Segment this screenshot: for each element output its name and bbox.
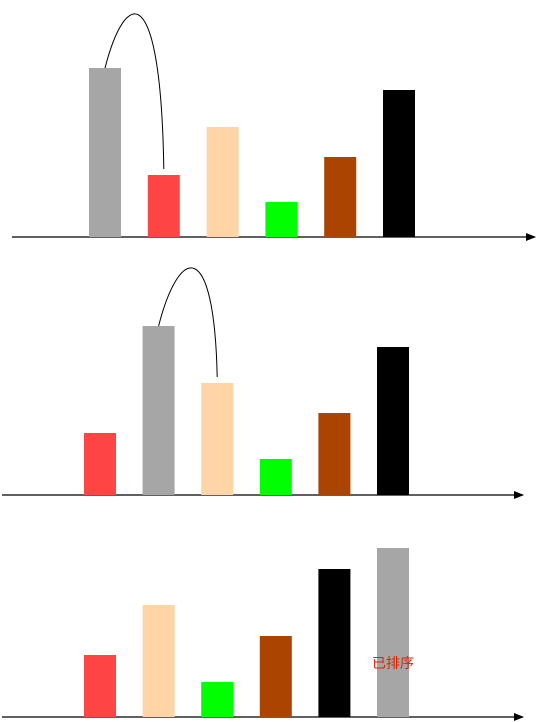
bar-2 [142,326,175,495]
bar-6 [377,347,409,495]
bar-4 [259,459,292,495]
panel-1-compare-first-pair [12,13,536,241]
bar-3 [201,383,234,495]
bar-5 [324,157,357,237]
swap-arc [104,13,165,170]
bar-5 [318,569,351,717]
bar-2 [147,175,180,237]
bar-2 [142,605,175,717]
bar-6 [383,90,415,237]
bar-3 [206,127,239,237]
bar-6 [377,548,409,717]
panel-2-compare-second-pair [2,267,524,499]
bar-4 [259,636,292,717]
bar-1 [84,433,116,495]
sorted-label: 已排序 [372,656,414,672]
bar-3 [201,682,234,717]
bar-1 [84,655,116,717]
bar-1 [89,68,121,237]
bar-4 [265,202,298,237]
swap-arc [158,267,218,378]
panel-3-largest-sorted [2,548,524,721]
bar-5 [318,413,351,495]
